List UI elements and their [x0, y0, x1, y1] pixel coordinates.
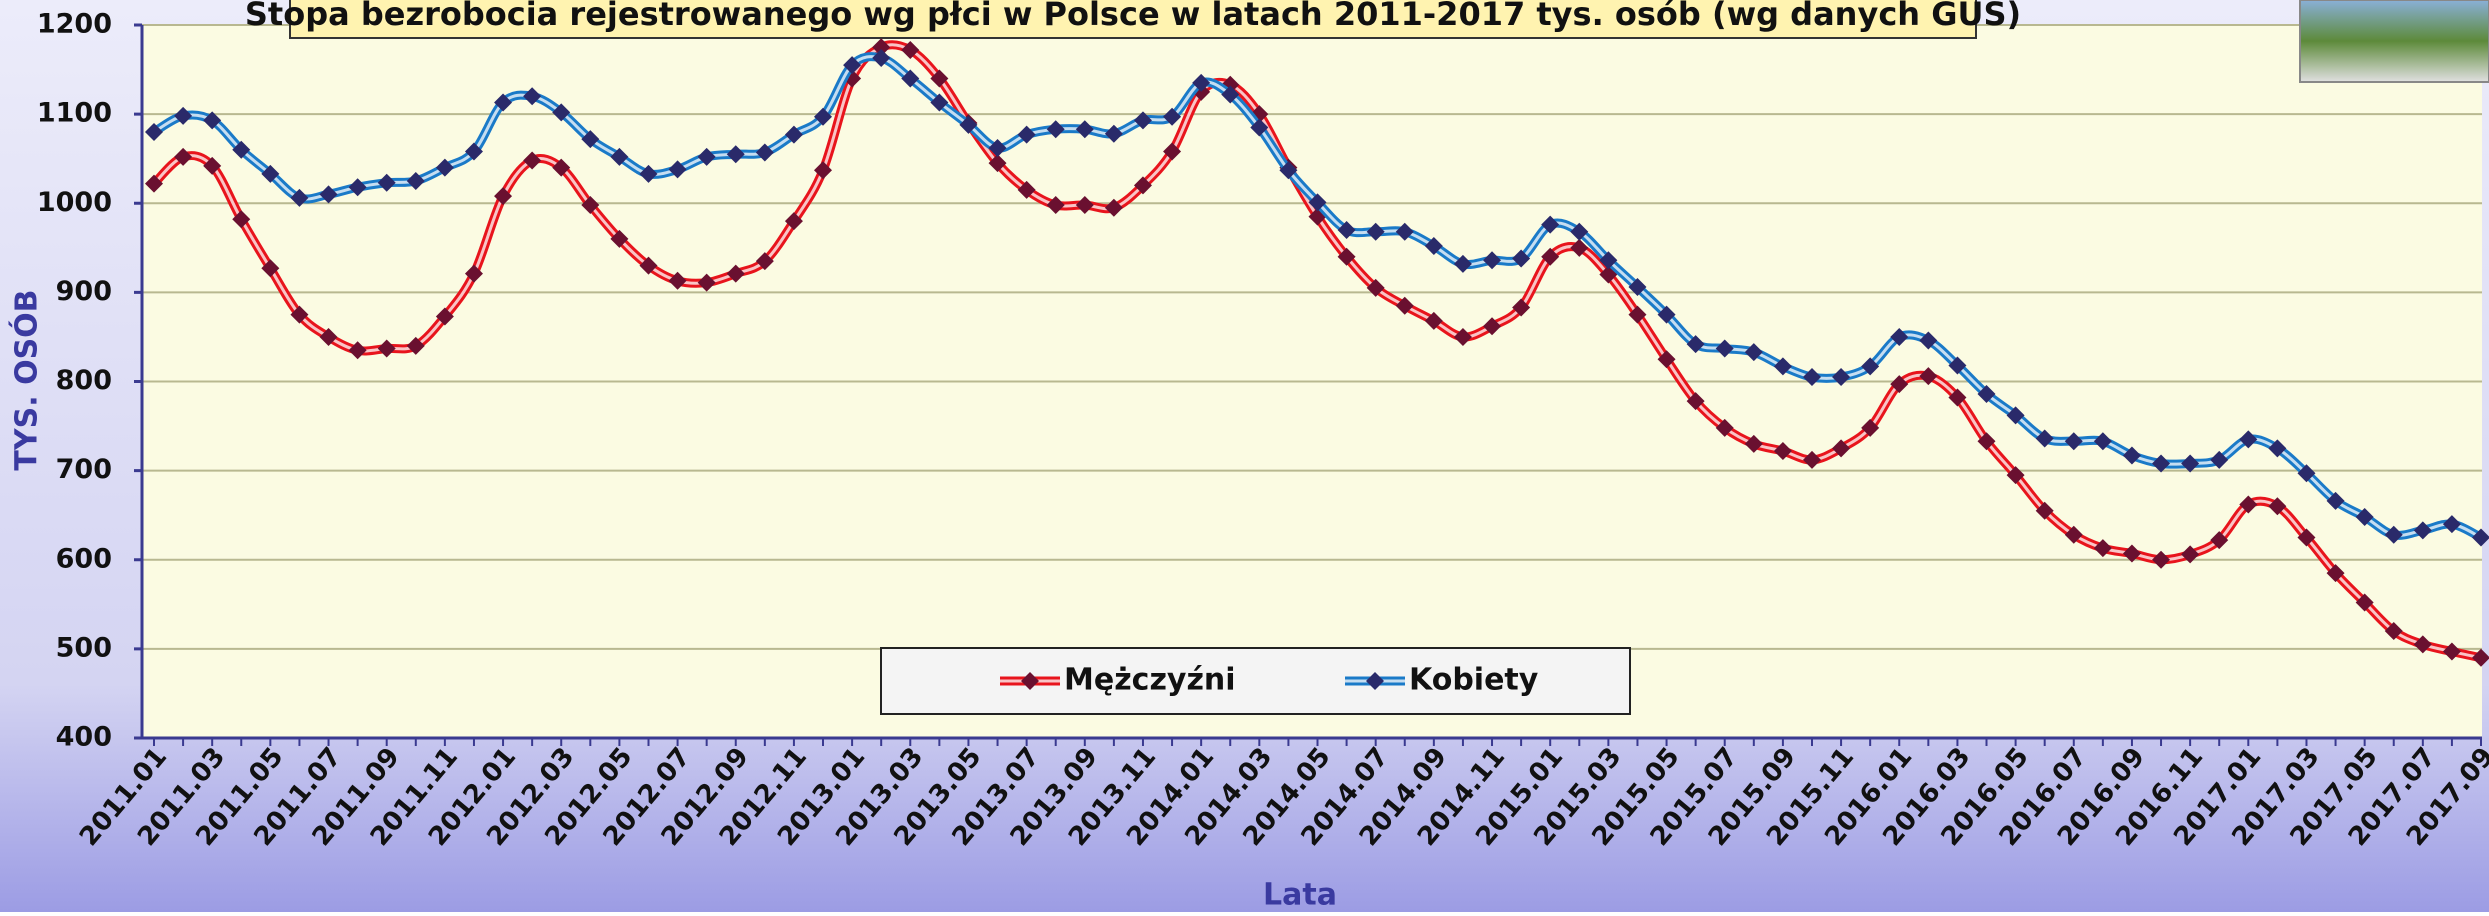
y-tick-label: 400 [56, 722, 112, 753]
y-tick-label: 600 [56, 543, 112, 574]
legend-label: Mężczyźni [1064, 663, 1236, 698]
x-axis-title: Lata [1263, 878, 1337, 913]
chart: Stopa bezrobocia rejestrowanego wg płci … [0, 0, 2489, 912]
y-tick-label: 1000 [37, 187, 112, 218]
y-tick-label: 800 [56, 365, 112, 396]
y-tick-label: 500 [56, 632, 112, 663]
y-tick-label: 1200 [37, 9, 112, 40]
y-tick-label: 1100 [37, 98, 112, 129]
chart-title: Stopa bezrobocia rejestrowanego wg płci … [245, 0, 2021, 33]
logo [2300, 0, 2489, 82]
legend-label: Kobiety [1409, 663, 1539, 698]
page: Stopa bezrobocia rejestrowanego wg płci … [0, 0, 2489, 912]
y-tick-label: 700 [56, 454, 112, 485]
y-tick-label: 900 [56, 276, 112, 307]
y-axis-title: TYS. OSÓB [8, 289, 45, 470]
